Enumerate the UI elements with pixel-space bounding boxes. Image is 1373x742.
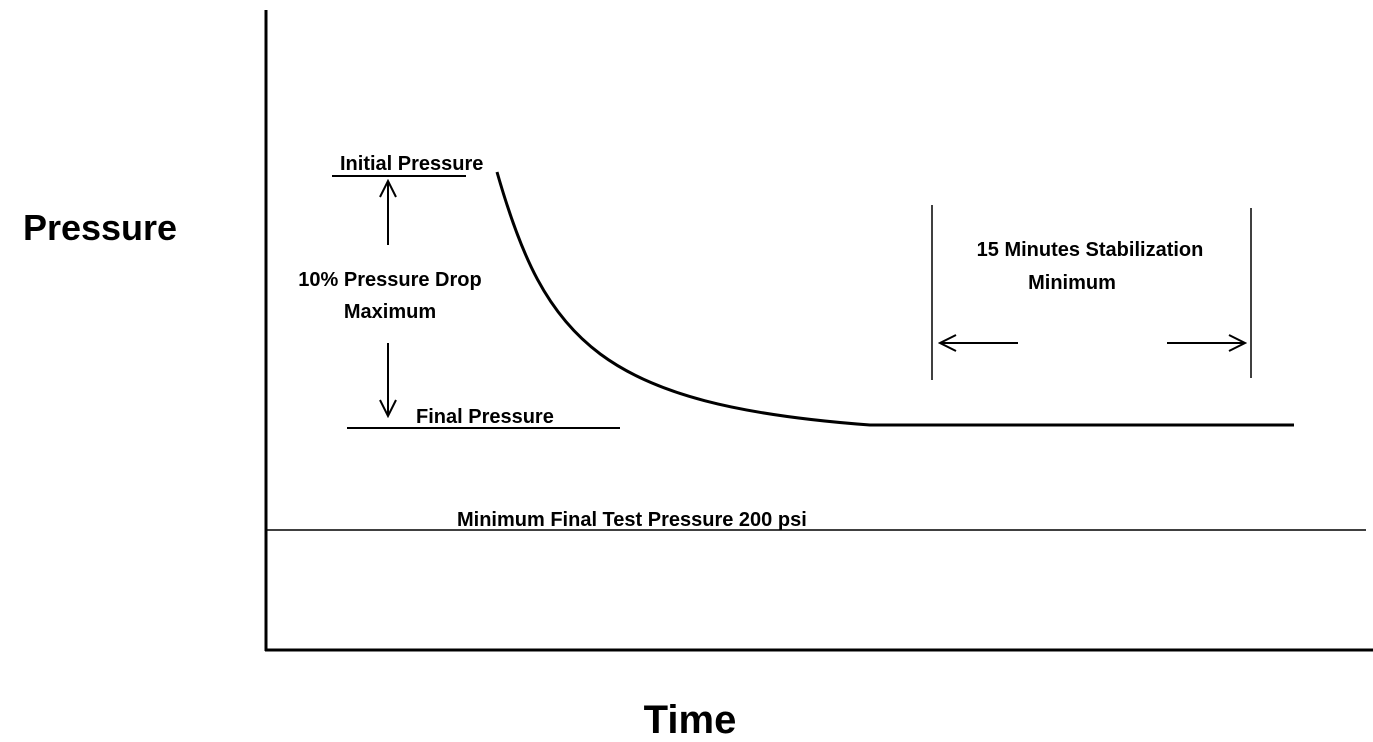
stabilization-label: 15 Minutes Stabilization <box>977 239 1204 261</box>
pressure-drop-label: 10% Pressure Drop <box>298 269 481 291</box>
y-axis-label: Pressure <box>23 207 177 248</box>
initial-pressure-label: Initial Pressure <box>340 153 483 175</box>
minimum-pressure-label: Minimum Final Test Pressure 200 psi <box>457 509 807 531</box>
stabilization-label: Minimum <box>1028 272 1116 294</box>
pressure-curve <box>495 171 1294 427</box>
pressure-drop-label: Maximum <box>344 301 436 323</box>
x-axis-label: Time <box>644 698 737 742</box>
final-pressure-label: Final Pressure <box>416 406 554 428</box>
